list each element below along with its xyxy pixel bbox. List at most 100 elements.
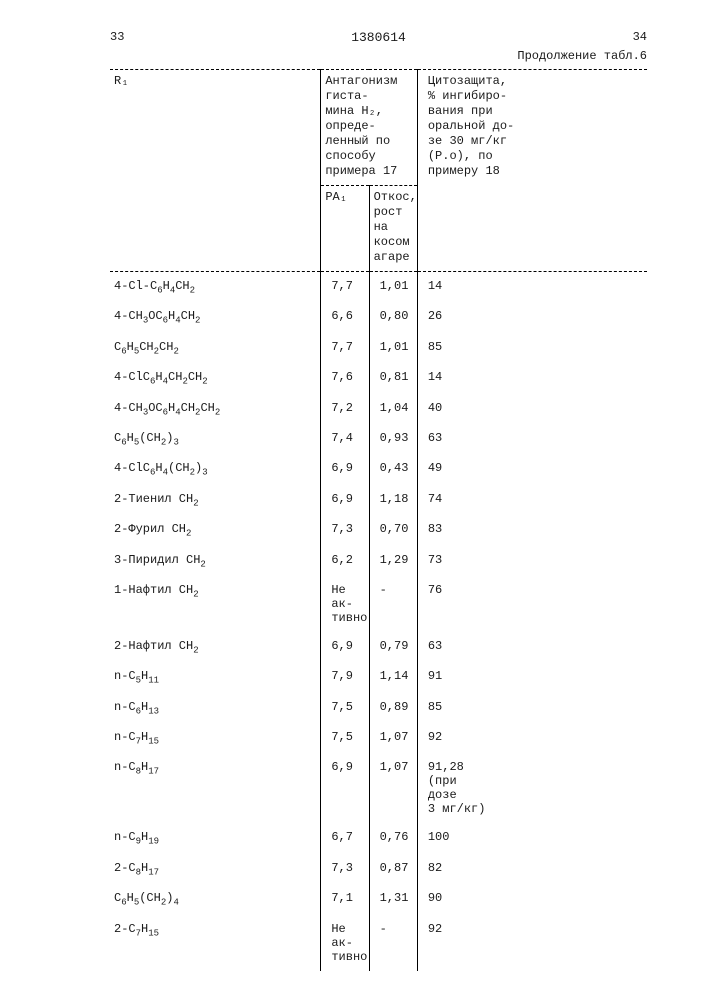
cell-pa1: 7,6 — [321, 363, 369, 393]
page-left: 33 — [110, 30, 124, 45]
cell-cyto: 63 — [417, 424, 647, 454]
cell-cyto: 76 — [417, 576, 647, 632]
cell-cyto: 91,28(придозе3 мг/кг) — [417, 753, 647, 823]
cell-r1: 4-ClC6H4CH2CH2 — [110, 363, 321, 393]
cell-r1: 2-C7H15 — [110, 915, 321, 971]
cell-slope: 1,07 — [369, 723, 417, 753]
table-continuation: Продолжение табл.6 — [110, 49, 647, 63]
cell-pa1: Не ак-тивно — [321, 576, 369, 632]
page-right: 34 — [633, 30, 647, 45]
cell-r1: 3-Пиридил CH2 — [110, 546, 321, 576]
cell-cyto: 40 — [417, 394, 647, 424]
cell-pa1: 7,9 — [321, 662, 369, 692]
cell-pa1: 6,2 — [321, 546, 369, 576]
cell-slope: 1,31 — [369, 884, 417, 914]
cell-r1: n-C5H11 — [110, 662, 321, 692]
cell-slope: 0,89 — [369, 693, 417, 723]
header-pa1: PA₁ — [321, 186, 369, 272]
table-row: 1-Нафтил CH2Не ак-тивно-76 — [110, 576, 647, 632]
cell-pa1: 7,3 — [321, 515, 369, 545]
cell-pa1: 6,9 — [321, 753, 369, 823]
cell-slope: 1,14 — [369, 662, 417, 692]
table-row: C6H5CH2CH27,71,0185 — [110, 333, 647, 363]
cell-pa1: 6,9 — [321, 632, 369, 662]
cell-slope: 1,01 — [369, 272, 417, 303]
cell-cyto: 49 — [417, 454, 647, 484]
cell-cyto: 82 — [417, 854, 647, 884]
cell-slope: 1,01 — [369, 333, 417, 363]
cell-cyto: 90 — [417, 884, 647, 914]
cell-pa1: 6,6 — [321, 302, 369, 332]
cell-cyto: 14 — [417, 363, 647, 393]
table-row: 2-C7H15Не ак-тивно-92 — [110, 915, 647, 971]
cell-slope: 0,87 — [369, 854, 417, 884]
cell-pa1: 7,1 — [321, 884, 369, 914]
data-table: R₁ Антагонизм гиста-мина H₂, опреде-ленн… — [110, 69, 647, 971]
cell-r1: n-C9H19 — [110, 823, 321, 853]
cell-pa1: 6,7 — [321, 823, 369, 853]
cell-pa1: 7,7 — [321, 333, 369, 363]
cell-pa1: 7,5 — [321, 693, 369, 723]
table-row: n-C6H137,50,8985 — [110, 693, 647, 723]
cell-r1: 2-Тиенил CH2 — [110, 485, 321, 515]
cell-cyto: 85 — [417, 333, 647, 363]
cell-cyto: 63 — [417, 632, 647, 662]
table-row: C6H5(CH2)37,40,9363 — [110, 424, 647, 454]
cell-slope: 1,04 — [369, 394, 417, 424]
cell-cyto: 92 — [417, 723, 647, 753]
cell-r1: 2-Фурил CH2 — [110, 515, 321, 545]
cell-pa1: Не ак-тивно — [321, 915, 369, 971]
table-row: 2-C8H177,30,8782 — [110, 854, 647, 884]
table-row: n-C7H157,51,0792 — [110, 723, 647, 753]
table-row: 3-Пиридил CH26,21,2973 — [110, 546, 647, 576]
cell-pa1: 7,2 — [321, 394, 369, 424]
cell-pa1: 6,9 — [321, 485, 369, 515]
cell-pa1: 7,3 — [321, 854, 369, 884]
cell-cyto: 92 — [417, 915, 647, 971]
header-antagonism: Антагонизм гиста-мина H₂, опреде-ленный … — [321, 70, 418, 186]
cell-slope: 1,07 — [369, 753, 417, 823]
cell-cyto: 73 — [417, 546, 647, 576]
table-row: 2-Нафтил CH26,90,7963 — [110, 632, 647, 662]
table-row: n-C5H117,91,1491 — [110, 662, 647, 692]
cell-slope: 0,79 — [369, 632, 417, 662]
header-cytoprotection: Цитозащита,% ингибиро-вания приоральной … — [417, 70, 647, 272]
header-r1: R₁ — [110, 70, 321, 272]
cell-cyto: 91 — [417, 662, 647, 692]
cell-r1: C6H5CH2CH2 — [110, 333, 321, 363]
cell-r1: 2-C8H17 — [110, 854, 321, 884]
table-row: n-C8H176,91,0791,28(придозе3 мг/кг) — [110, 753, 647, 823]
page-numbers: 33 1380614 34 — [110, 30, 647, 45]
cell-slope: 0,43 — [369, 454, 417, 484]
cell-r1: 1-Нафтил CH2 — [110, 576, 321, 632]
cell-slope: 0,93 — [369, 424, 417, 454]
cell-r1: n-C6H13 — [110, 693, 321, 723]
cell-cyto: 83 — [417, 515, 647, 545]
cell-slope: 1,29 — [369, 546, 417, 576]
cell-r1: 2-Нафтил CH2 — [110, 632, 321, 662]
cell-slope: 0,81 — [369, 363, 417, 393]
header-slope: Откос,рост накосомагаре — [369, 186, 417, 272]
cell-pa1: 7,5 — [321, 723, 369, 753]
table-row: 2-Тиенил CH26,91,1874 — [110, 485, 647, 515]
table-row: n-C9H196,70,76100 — [110, 823, 647, 853]
cell-pa1: 7,7 — [321, 272, 369, 303]
cell-slope: 0,76 — [369, 823, 417, 853]
cell-r1: C6H5(CH2)3 — [110, 424, 321, 454]
table-row: 4-Cl-C6H4CH27,71,0114 — [110, 272, 647, 303]
table-row: 4-ClC6H4CH2CH27,60,8114 — [110, 363, 647, 393]
cell-pa1: 7,4 — [321, 424, 369, 454]
cell-cyto: 26 — [417, 302, 647, 332]
table-row: 4-CH3OC6H4CH2CH27,21,0440 — [110, 394, 647, 424]
cell-r1: C6H5(CH2)4 — [110, 884, 321, 914]
table-row: 4-ClC6H4(CH2)36,90,4349 — [110, 454, 647, 484]
doc-number: 1380614 — [351, 30, 406, 45]
cell-cyto: 74 — [417, 485, 647, 515]
cell-slope: 0,80 — [369, 302, 417, 332]
cell-r1: 4-CH3OC6H4CH2CH2 — [110, 394, 321, 424]
cell-cyto: 85 — [417, 693, 647, 723]
cell-slope: 0,70 — [369, 515, 417, 545]
cell-slope: 1,18 — [369, 485, 417, 515]
cell-cyto: 14 — [417, 272, 647, 303]
cell-slope: - — [369, 915, 417, 971]
